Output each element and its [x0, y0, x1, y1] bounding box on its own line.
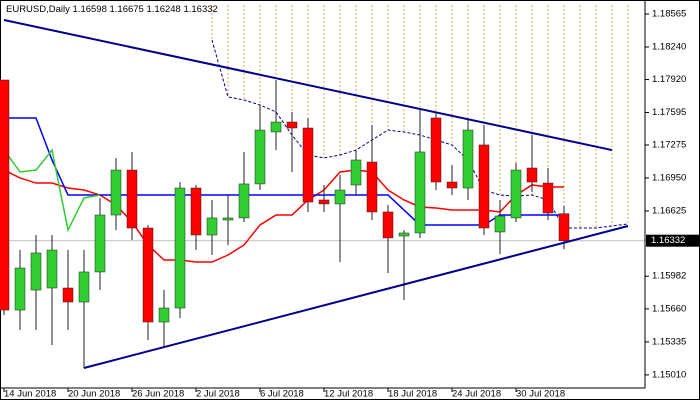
- candle-body: [366, 161, 378, 213]
- chart-header: EURUSD,Daily 1.16598 1.16675 1.16248 1.1…: [6, 4, 218, 15]
- candle-body: [398, 232, 410, 237]
- candle-body: [286, 121, 298, 129]
- candle-body: [558, 213, 570, 241]
- candle-body: [46, 249, 58, 289]
- y-tick-label: 1.17275: [652, 139, 686, 150]
- candle-body: [270, 121, 282, 133]
- candle-body: [222, 217, 234, 221]
- candle-body: [190, 187, 202, 236]
- last-close: 1.16332: [183, 4, 217, 15]
- current-price-box: [646, 234, 699, 247]
- last-low: 1.16248: [146, 4, 180, 15]
- candle-body: [302, 127, 314, 203]
- candle-body: [126, 169, 138, 229]
- trend-line: [83, 225, 629, 369]
- y-tick-label: 1.18240: [652, 42, 686, 53]
- y-tick-label: 1.17595: [652, 107, 686, 118]
- indicator-line: [3, 169, 564, 263]
- candle-body: [446, 181, 458, 189]
- candle-body: [206, 217, 218, 236]
- candle-body: [494, 215, 506, 233]
- candle-body: [318, 199, 330, 205]
- candle-body: [94, 214, 106, 273]
- trend-line: [3, 19, 613, 152]
- y-tick-label: 1.15335: [652, 336, 686, 347]
- x-tick-label: 24 Jul 2018: [452, 389, 501, 400]
- candle-body: [78, 271, 90, 303]
- candle-body: [478, 144, 490, 229]
- candle-body: [62, 287, 74, 303]
- y-tick-label: 1.18565: [652, 9, 686, 20]
- y-tick-label: 1.15982: [652, 271, 686, 282]
- y-tick-label: 1.16950: [652, 172, 686, 183]
- candle-body: [542, 182, 554, 214]
- candle-body: [430, 117, 442, 183]
- x-tick-label: 18 Jul 2018: [388, 389, 437, 400]
- indicator-line: [3, 148, 101, 233]
- candle-body: [142, 227, 154, 323]
- candle-body: [382, 211, 394, 239]
- last-high: 1.16675: [110, 4, 144, 15]
- candle-body: [334, 189, 346, 205]
- candle-body: [158, 307, 170, 323]
- candle-body: [526, 167, 538, 183]
- symbol: EURUSD,Daily: [6, 4, 70, 15]
- x-tick-label: 30 Jul 2018: [516, 389, 565, 400]
- y-tick-label: 1.15660: [652, 303, 686, 314]
- y-tick-label: 1.15010: [652, 369, 686, 380]
- candle-body: [414, 151, 426, 234]
- x-tick-label: 26 Jun 2018: [132, 389, 184, 400]
- y-tick-label: 1.17920: [652, 74, 686, 85]
- current-price-label: 1.16332: [651, 235, 685, 246]
- x-tick-label: 2 Jul 2018: [196, 389, 240, 400]
- candle-body: [510, 169, 522, 219]
- x-tick-label: 6 Jul 2018: [260, 389, 304, 400]
- candle-body: [174, 187, 186, 309]
- candle-body: [238, 183, 250, 219]
- candle-body: [110, 169, 122, 216]
- candle-body: [30, 252, 42, 291]
- x-tick-label: 14 Jun 2018: [4, 389, 56, 400]
- candle-body: [14, 267, 26, 311]
- candle-body: [350, 159, 362, 186]
- y-tick-label: 1.16625: [652, 205, 686, 216]
- last-open: 1.16598: [73, 4, 107, 15]
- x-tick-label: 20 Jun 2018: [68, 389, 120, 400]
- candle-body: [462, 129, 474, 189]
- candle-body: [254, 129, 266, 185]
- candle-body: [0, 79, 10, 311]
- x-tick-label: 12 Jul 2018: [324, 389, 373, 400]
